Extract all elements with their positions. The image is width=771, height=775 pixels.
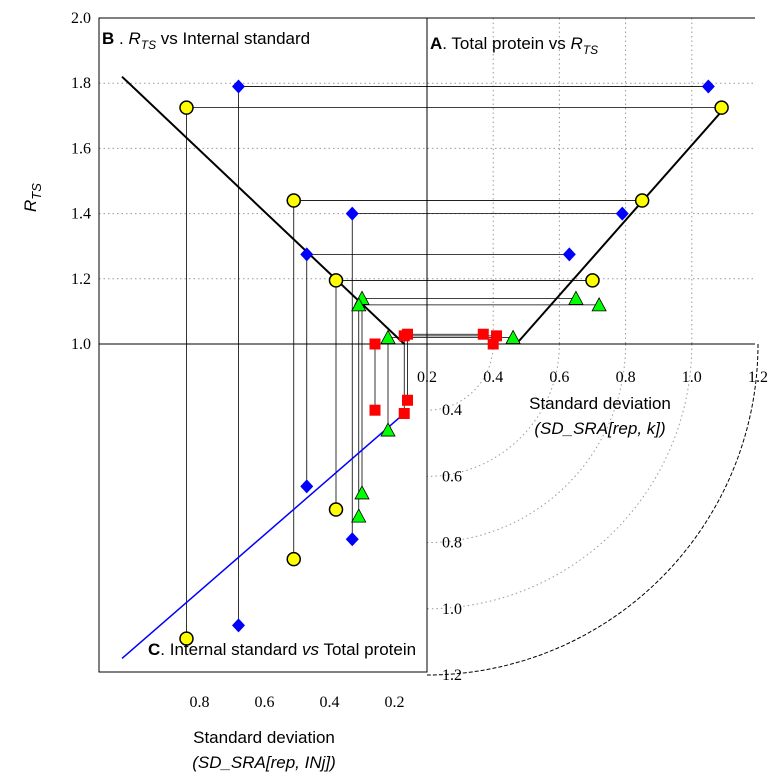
marker-circle [328, 502, 344, 517]
panel-b-x-tick: 0.8 [190, 694, 210, 711]
connector-lines [186, 86, 722, 639]
marker-square [491, 330, 503, 342]
marker-circle [328, 273, 344, 288]
marker-circle [286, 551, 301, 567]
marker-square [369, 338, 381, 350]
y-tick-label: 1.4 [71, 206, 91, 223]
y-tick-label: 1.2 [71, 271, 91, 288]
marker-triangle [591, 297, 607, 312]
panel-b-x-tick: 0.2 [385, 694, 405, 711]
marker-diamond [232, 79, 245, 94]
panel-b-xlabel-line1: Standard deviation [193, 728, 335, 747]
marker-square [398, 330, 410, 342]
arc-outer [426, 343, 759, 676]
panel-frames [98, 17, 755, 673]
marker-diamond [300, 479, 314, 494]
y-axis-label: RTS [21, 183, 44, 212]
marker-diamond [701, 79, 715, 94]
y-tick-label: 1.8 [71, 75, 91, 92]
panel-a-x-tick: 0.6 [549, 369, 569, 386]
y-tick-label: 1.6 [71, 140, 91, 157]
panel-a-xlabel-line1: Standard deviation [529, 394, 671, 413]
marker-square [398, 408, 410, 420]
marker-circle [714, 100, 729, 115]
marker-triangle [351, 297, 367, 312]
marker-circle [585, 273, 600, 288]
panel-a-x-tick: 1.0 [682, 369, 702, 386]
panel-a-x-tick: 1.2 [748, 369, 768, 386]
markers [179, 79, 729, 646]
marker-triangle [568, 290, 584, 305]
panel-c-tick: 0.6 [442, 468, 462, 485]
panel-a-x-tick: 0.2 [417, 369, 437, 386]
marker-diamond [232, 618, 245, 633]
marker-triangle [351, 508, 367, 523]
marker-triangle [380, 329, 396, 344]
panel-a-fit-line [515, 106, 726, 345]
arc-grid-0 [426, 343, 494, 411]
panel-a-x-tick: 0.4 [483, 369, 503, 386]
marker-triangle [354, 485, 370, 500]
arc-grid-1 [426, 343, 560, 477]
panel-a-xlabel-line2: (SD_SRA[rep, k]) [534, 419, 665, 438]
panel-c-title: C. Internal standard vs Total protein [148, 640, 416, 659]
y-tick-label: 2.0 [71, 10, 91, 27]
panel-b-frame [98, 17, 428, 673]
arc-grid-2 [426, 343, 627, 544]
y-tick-label: 1.0 [71, 336, 91, 353]
marker-circle [634, 193, 650, 208]
marker-circle [179, 100, 194, 115]
panel-c-fit-line [121, 409, 409, 660]
panel-a-title: A. Total protein vs RTS [430, 34, 598, 57]
marker-circle [179, 631, 194, 646]
marker-diamond [345, 532, 359, 547]
grid [99, 18, 755, 344]
marker-diamond [562, 247, 576, 262]
panel-c-tick: 1.0 [442, 601, 462, 618]
panel-b-x-tick: 0.4 [320, 694, 340, 711]
marker-square [487, 338, 499, 350]
panel-a-x-tick: 0.8 [616, 369, 636, 386]
panel-c-tick: 1.2 [442, 667, 462, 684]
panel-b-title: B . RTS vs Internal standard [102, 29, 310, 52]
marker-square [477, 328, 489, 340]
marker-diamond [345, 206, 359, 221]
panel-c-tick: 0.8 [442, 535, 462, 552]
panel-b-xlabel-line2: (SD_SRA[rep, INj]) [192, 753, 336, 772]
marker-triangle [380, 422, 396, 437]
marker-square [402, 394, 413, 406]
panel-b-x-tick: 0.6 [255, 694, 275, 711]
marker-triangle [505, 329, 521, 344]
marker-diamond [615, 206, 629, 221]
arc-grid-3 [426, 343, 693, 610]
marker-diamond [300, 247, 314, 262]
fit-lines [121, 75, 726, 660]
tick-labels: 1.0 1.2 1.4 1.6 1.8 2.0 0.2 0.4 0.6 0.8 1.0 1.2 0.8 0… [71, 10, 768, 711]
panel-c-tick: 0.4 [442, 402, 462, 419]
marker-square [369, 404, 381, 416]
marker-circle [286, 193, 301, 208]
c-panel-arcs [426, 343, 759, 676]
